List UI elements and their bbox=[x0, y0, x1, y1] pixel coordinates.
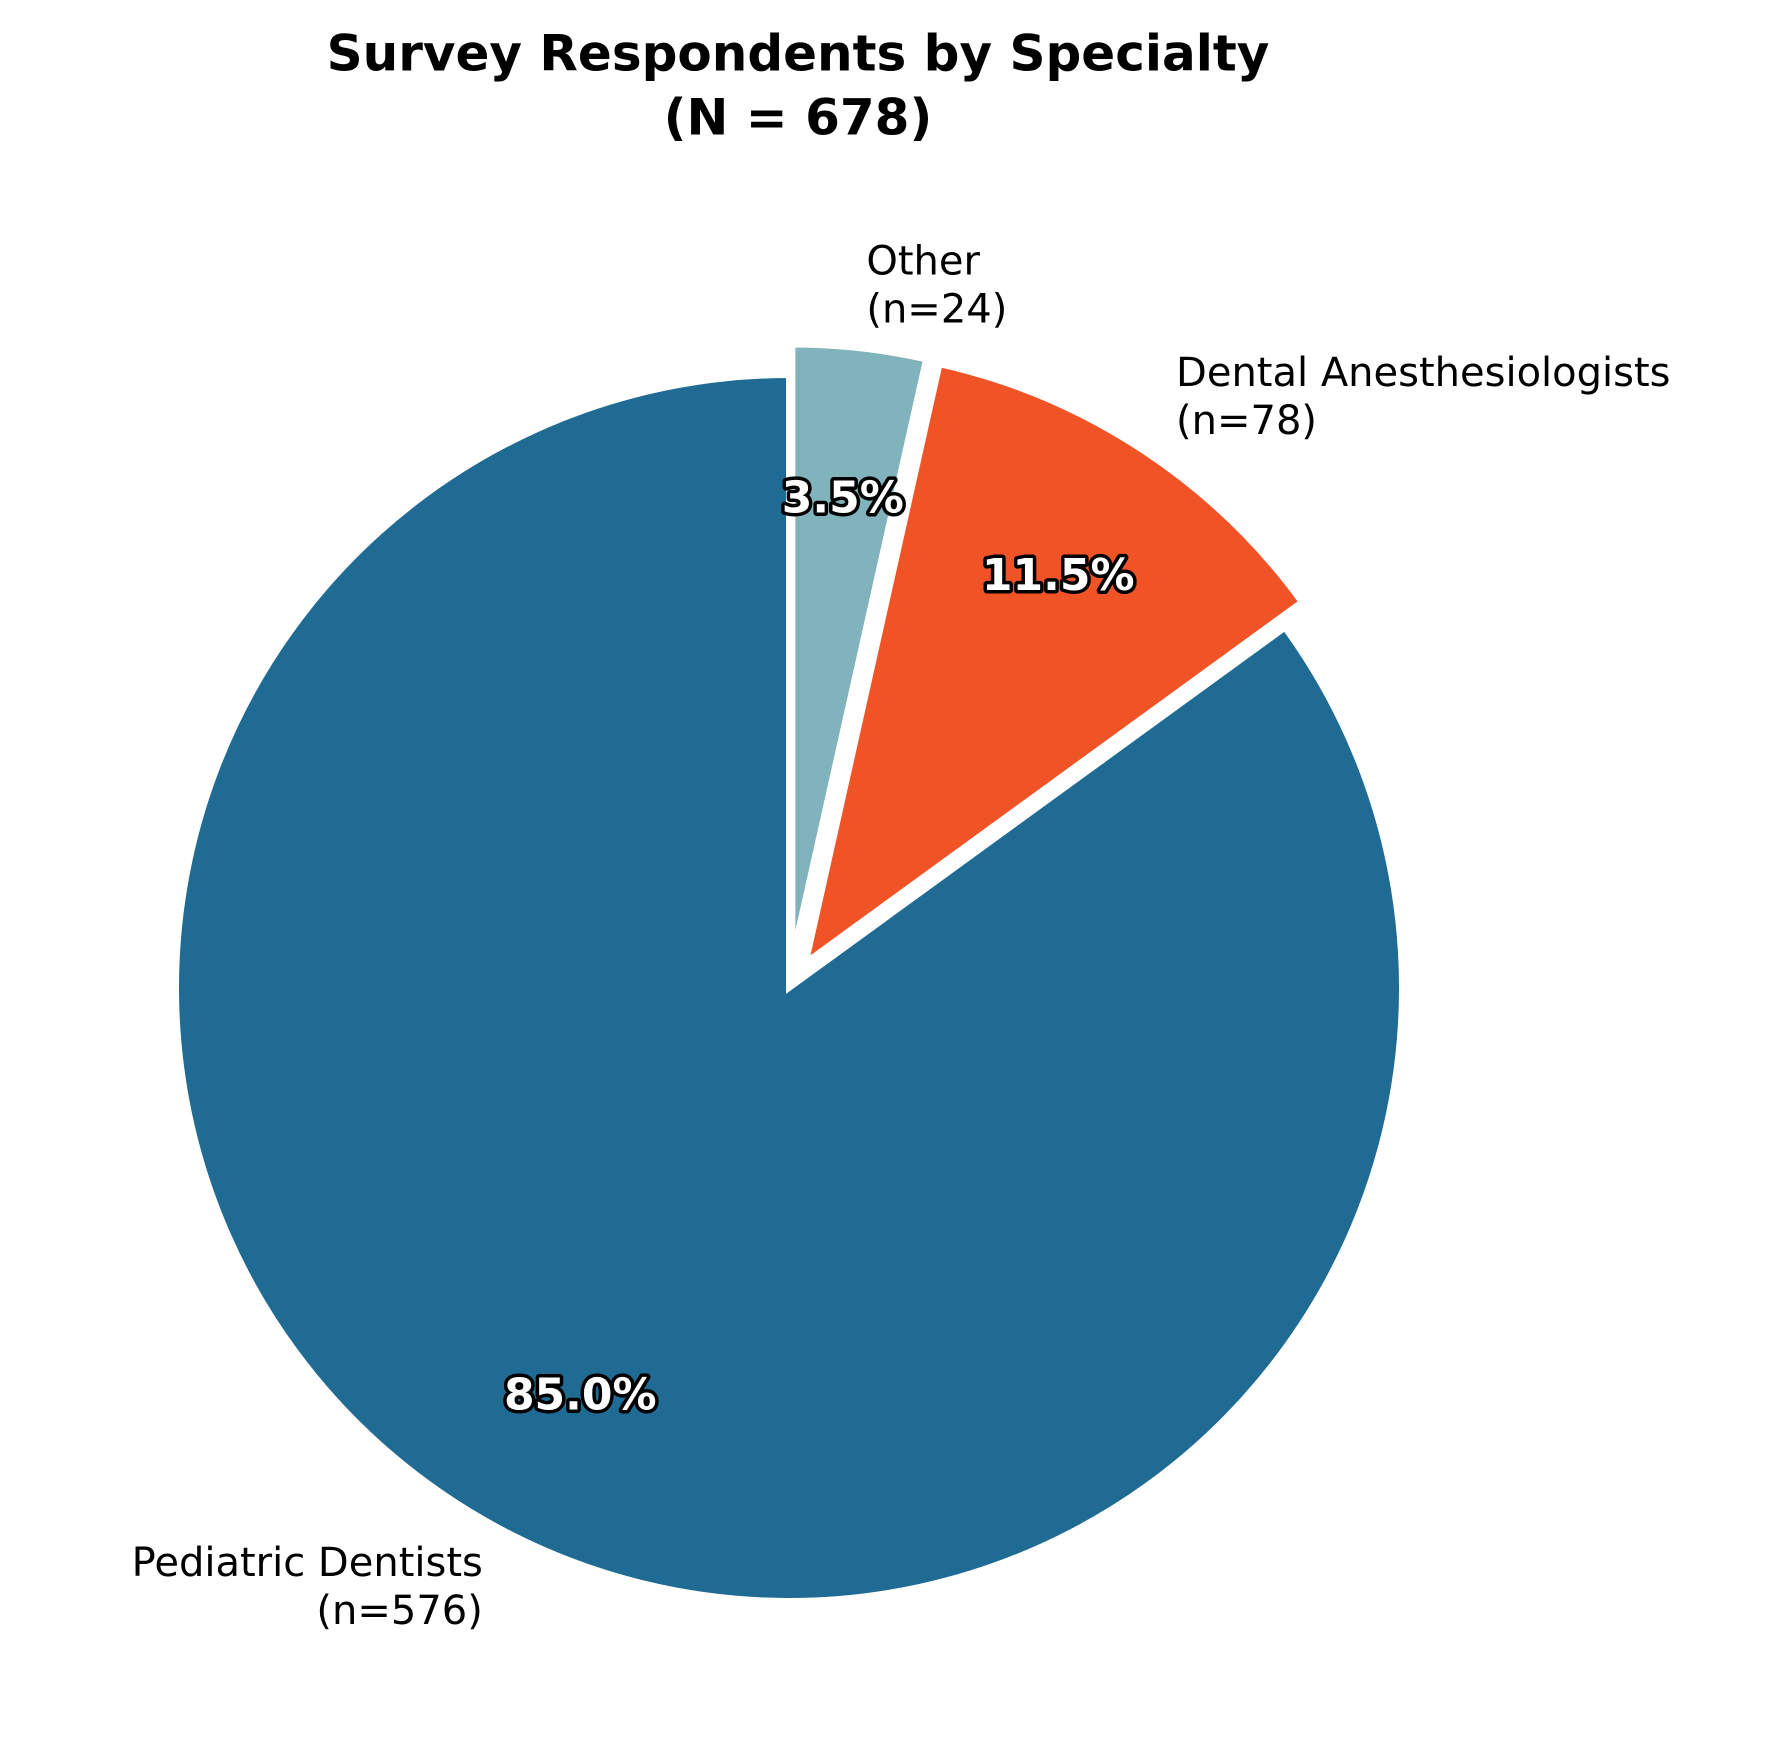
category-label: Other bbox=[866, 238, 980, 284]
count-label: (n=576) bbox=[316, 1588, 482, 1634]
value-label: 85.0% bbox=[504, 1370, 657, 1421]
chart-subtitle: (N = 678) bbox=[664, 89, 933, 147]
value-label: 11.5% bbox=[982, 550, 1135, 601]
count-label: (n=24) bbox=[866, 286, 1007, 332]
category-label: Dental Anesthesiologists bbox=[1176, 350, 1670, 396]
pie-wedge bbox=[173, 371, 1405, 1604]
count-label: (n=78) bbox=[1176, 398, 1317, 444]
value-label: 3.5% bbox=[782, 473, 904, 524]
pie-wedge bbox=[801, 360, 1306, 970]
pie-wedge bbox=[789, 341, 930, 959]
category-label: Pediatric Dentists bbox=[132, 1540, 483, 1586]
chart-title: Survey Respondents by Specialty bbox=[327, 25, 1270, 83]
